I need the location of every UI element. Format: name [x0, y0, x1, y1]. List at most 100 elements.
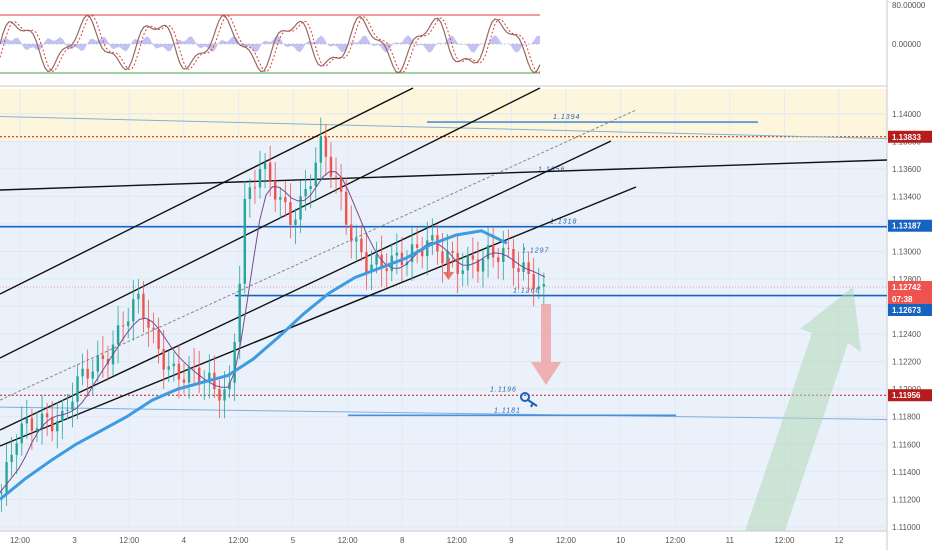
candle-body — [101, 355, 105, 360]
horizontal-trendline — [0, 159, 888, 191]
candle-body — [314, 162, 317, 187]
x-tick-label: 12:00 — [338, 536, 359, 545]
channel-line-top — [0, 87, 414, 295]
x-tick-label: 12:00 — [774, 536, 795, 545]
candle-body — [66, 409, 69, 411]
candle-body — [248, 187, 252, 199]
candle-body — [258, 169, 262, 188]
candle-body — [218, 389, 221, 401]
price-candles — [0, 117, 546, 512]
y-tick-label: 1.11600 — [892, 440, 921, 449]
y-tick-label: 1.12800 — [892, 275, 921, 284]
candle-body — [40, 413, 44, 429]
candle-body — [56, 421, 59, 432]
candle-body — [213, 372, 216, 390]
x-tick-label: 12:00 — [665, 536, 686, 545]
candle-body — [415, 244, 419, 248]
candle-body — [116, 325, 120, 345]
candle-body — [375, 254, 378, 265]
y-tick-label: 1.12200 — [892, 358, 921, 367]
candle-body — [81, 368, 84, 377]
candle-body — [527, 262, 530, 274]
candle-body — [5, 462, 8, 493]
channel-midline — [0, 109, 637, 401]
candle-body — [15, 443, 18, 455]
candle-body — [253, 187, 257, 189]
y-tick-label: 1.11800 — [892, 413, 921, 422]
price-tag — [888, 292, 932, 305]
price-tag-label: 1.13833 — [892, 133, 921, 142]
candle-body — [512, 248, 515, 269]
candle-body — [350, 224, 353, 242]
candle-body — [86, 368, 89, 379]
candle-body — [45, 413, 49, 418]
candle-body — [380, 254, 383, 269]
osc-tick-label: 80.00000 — [892, 1, 926, 10]
candle-body — [223, 389, 226, 401]
candle-body — [385, 268, 388, 272]
level-label: 1.1196 — [490, 387, 517, 394]
candle-body — [431, 235, 434, 241]
candle-body — [471, 255, 475, 260]
horizontal-levels: 1.13941.13561.13181.12971.12681.11961.11… — [0, 114, 888, 420]
y-tick-label: 1.14000 — [892, 110, 921, 119]
candle-body — [152, 327, 155, 330]
candle-body — [96, 355, 100, 372]
price-tag — [888, 219, 932, 232]
candle-body — [76, 376, 79, 402]
candle-body — [233, 341, 236, 383]
price-tag-label: 1.12742 — [892, 283, 921, 292]
candle-body — [294, 219, 297, 225]
candle-body — [486, 245, 490, 260]
price-tags: 1.13833 1.13187 1.12742 07:38 1.12673 1.11956 — [888, 130, 932, 402]
y-tick-label: 1.13600 — [892, 165, 921, 174]
candle-body — [344, 191, 348, 225]
candle-body — [299, 196, 302, 220]
x-tick-label: 3 — [72, 536, 77, 545]
candle-body — [243, 198, 246, 284]
candle-body — [0, 492, 3, 494]
candle-body — [532, 273, 535, 290]
candle-body — [91, 371, 94, 379]
osc-line — [0, 14, 541, 74]
candle-body — [461, 270, 464, 274]
sloped-level-line — [0, 406, 888, 420]
x-tick-label: 10 — [616, 536, 625, 545]
candle-body — [208, 372, 211, 381]
x-tick-label: 5 — [291, 536, 296, 545]
resistance-zone — [0, 89, 887, 142]
time-axis[interactable]: 12:00 3 12:00 4 12:00 5 12:00 8 12:00 9 12:00 10 12:… — [10, 536, 844, 545]
candle-body — [167, 366, 170, 370]
candle-body — [441, 251, 444, 264]
candle-body — [238, 283, 241, 342]
candle-body — [268, 162, 272, 181]
level-label: 1.1268 — [513, 288, 540, 295]
price-tag — [888, 130, 932, 143]
candle-body — [132, 299, 135, 322]
small-down-arrow — [443, 258, 454, 280]
price-tag — [888, 304, 932, 316]
osc-histogram — [0, 35, 540, 53]
candle-body — [162, 349, 165, 370]
y-tick-label: 1.13000 — [892, 247, 921, 256]
level-label: 1.1394 — [553, 114, 580, 121]
y-tick-label: 1.12400 — [892, 330, 921, 339]
sloped-level-line — [0, 116, 888, 140]
oscillator-panel — [0, 14, 541, 74]
candle-body — [365, 252, 368, 273]
x-tick-label: 9 — [509, 536, 514, 545]
price-axis[interactable]: 1.140001.138001.136001.134001.132001.130… — [892, 110, 921, 532]
candle-body — [172, 363, 176, 367]
candle-body — [279, 197, 282, 200]
candle-body — [370, 264, 373, 273]
candle-body — [537, 286, 540, 290]
moving-average-long — [0, 229, 508, 501]
candle-body — [309, 186, 312, 189]
candle-body — [319, 136, 323, 163]
candle-body — [410, 244, 414, 262]
x-tick-label: 12:00 — [10, 536, 31, 545]
candle-body — [542, 284, 546, 287]
candle-body — [30, 418, 34, 431]
candle-body — [446, 250, 449, 264]
